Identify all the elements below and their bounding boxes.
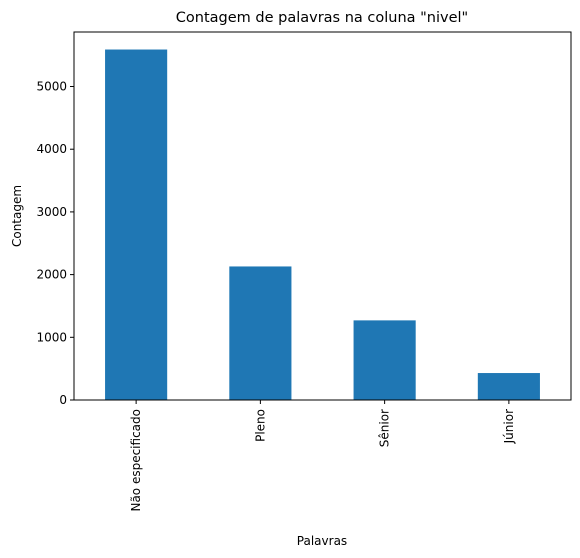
y-tick-label-3: 3000 (36, 205, 67, 219)
y-tick-label-0: 0 (59, 393, 67, 407)
chart-title: Contagem de palavras na coluna "nivel" (176, 10, 468, 26)
x-tick-label-3: Júnior (502, 409, 516, 444)
plot-frame (73, 31, 572, 401)
y-tick-label-4: 4000 (36, 142, 67, 156)
y-tick-label-2: 2000 (36, 268, 67, 282)
bar-0 (105, 49, 168, 401)
y-axis-label: Contagem (10, 185, 24, 247)
x-tick-label-1: Pleno (253, 409, 267, 442)
y-tick-label-1: 1000 (36, 330, 67, 344)
x-tick-label-0: Não especificado (129, 409, 143, 512)
bar-2 (353, 320, 416, 400)
bar-1 (229, 266, 292, 400)
x-axis-label: Palavras (297, 534, 347, 548)
bar-3 (477, 373, 540, 400)
x-tick-label-2: Sênior (378, 409, 392, 447)
y-tick-label-5: 5000 (36, 80, 67, 94)
